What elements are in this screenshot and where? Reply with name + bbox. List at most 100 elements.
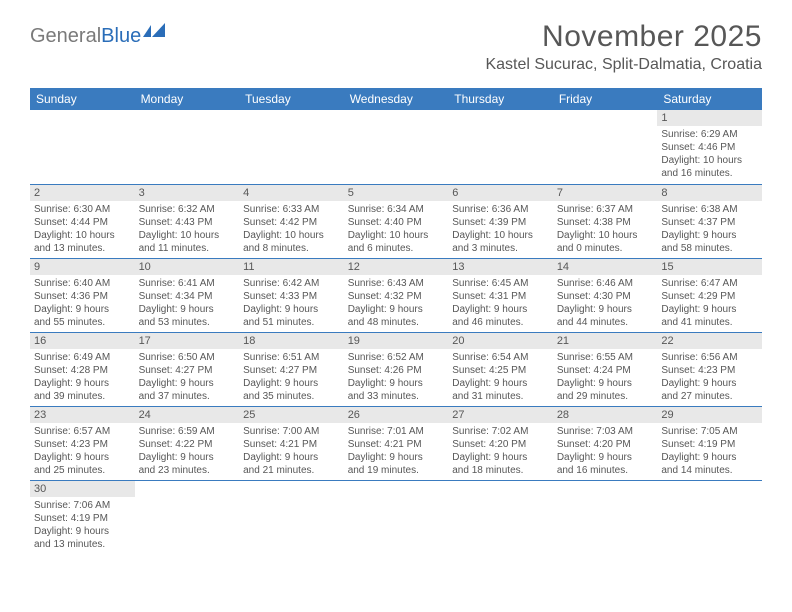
- day-data-line: and 6 minutes.: [348, 242, 445, 255]
- day-data-line: Daylight: 9 hours: [34, 451, 131, 464]
- day-data: Sunrise: 6:30 AMSunset: 4:44 PMDaylight:…: [30, 201, 135, 258]
- day-data-line: Sunrise: 6:47 AM: [661, 277, 758, 290]
- day-number: 16: [30, 333, 135, 349]
- day-cell: 15Sunrise: 6:47 AMSunset: 4:29 PMDayligh…: [657, 258, 762, 332]
- day-data-line: Sunrise: 6:50 AM: [139, 351, 236, 364]
- day-data-line: and 53 minutes.: [139, 316, 236, 329]
- day-data-line: Daylight: 10 hours: [34, 229, 131, 242]
- day-data-line: Daylight: 9 hours: [243, 451, 340, 464]
- day-data-line: Sunset: 4:32 PM: [348, 290, 445, 303]
- day-number: 11: [239, 259, 344, 275]
- day-data-line: and 3 minutes.: [452, 242, 549, 255]
- day-data-line: Sunset: 4:39 PM: [452, 216, 549, 229]
- day-cell: 7Sunrise: 6:37 AMSunset: 4:38 PMDaylight…: [553, 184, 658, 258]
- day-data-line: Daylight: 9 hours: [34, 303, 131, 316]
- day-cell: 11Sunrise: 6:42 AMSunset: 4:33 PMDayligh…: [239, 258, 344, 332]
- flag-icon: [143, 21, 169, 44]
- day-cell: 23 Sunrise: 6:57 AMSunset: 4:23 PMDayligh…: [30, 406, 135, 480]
- day-number: 27: [448, 407, 553, 423]
- day-data-line: Sunset: 4:22 PM: [139, 438, 236, 451]
- day-data-line: Daylight: 9 hours: [557, 303, 654, 316]
- week-row: 30Sunrise: 7:06 AMSunset: 4:19 PMDayligh…: [30, 480, 762, 554]
- day-data: Sunrise: 6:59 AMSunset: 4:22 PMDaylight:…: [135, 423, 240, 480]
- day-data-line: Sunset: 4:28 PM: [34, 364, 131, 377]
- logo-part2: Blue: [101, 25, 141, 47]
- day-number: 21: [553, 333, 658, 349]
- day-number: 29: [657, 407, 762, 423]
- day-cell: 9Sunrise: 6:40 AMSunset: 4:36 PMDaylight…: [30, 258, 135, 332]
- day-data-line: Sunset: 4:25 PM: [452, 364, 549, 377]
- day-data-line: Daylight: 10 hours: [557, 229, 654, 242]
- day-data-line: Daylight: 9 hours: [34, 525, 131, 538]
- empty-cell: [135, 480, 240, 554]
- day-data-line: Sunrise: 6:29 AM: [661, 128, 758, 141]
- day-data: Sunrise: 6:29 AMSunset: 4:46 PMDaylight:…: [657, 126, 762, 183]
- day-data: Sunrise: 6:37 AMSunset: 4:38 PMDaylight:…: [553, 201, 658, 258]
- day-number: 17: [135, 333, 240, 349]
- day-data-line: Daylight: 9 hours: [243, 377, 340, 390]
- day-data: Sunrise: 7:03 AMSunset: 4:20 PMDaylight:…: [553, 423, 658, 480]
- day-number: 23: [30, 407, 135, 423]
- day-number: 1: [657, 110, 762, 126]
- day-data-line: Sunrise: 6:59 AM: [139, 425, 236, 438]
- day-data-line: Sunrise: 6:46 AM: [557, 277, 654, 290]
- week-row: 23Sunrise: 6:57 AMSunset: 4:23 PMDayligh…: [30, 406, 762, 480]
- day-data-line: Sunrise: 6:40 AM: [34, 277, 131, 290]
- day-data-line: and 55 minutes.: [34, 316, 131, 329]
- day-data-line: Daylight: 9 hours: [452, 451, 549, 464]
- day-data-line: Sunrise: 6:32 AM: [139, 203, 236, 216]
- day-number: 10: [135, 259, 240, 275]
- title-block: November 2025 Kastel Sucurac, Split-Dalm…: [485, 20, 762, 74]
- day-data-line: Daylight: 9 hours: [243, 303, 340, 316]
- day-data-line: and 11 minutes.: [139, 242, 236, 255]
- day-cell: 29Sunrise: 7:05 AMSunset: 4:19 PMDayligh…: [657, 406, 762, 480]
- day-data: Sunrise: 7:02 AMSunset: 4:20 PMDaylight:…: [448, 423, 553, 480]
- day-data-line: Daylight: 9 hours: [139, 451, 236, 464]
- week-row: 9Sunrise: 6:40 AMSunset: 4:36 PMDaylight…: [30, 258, 762, 332]
- day-data: Sunrise: 7:00 AMSunset: 4:21 PMDaylight:…: [239, 423, 344, 480]
- day-data-line: and 16 minutes.: [557, 464, 654, 477]
- header: GeneralBlue November 2025 Kastel Sucurac…: [0, 0, 792, 82]
- day-data: Sunrise: 6:42 AMSunset: 4:33 PMDaylight:…: [239, 275, 344, 332]
- day-data-line: Sunrise: 6:41 AM: [139, 277, 236, 290]
- day-data-line: Daylight: 9 hours: [661, 377, 758, 390]
- week-row: 16Sunrise: 6:49 AMSunset: 4:28 PMDayligh…: [30, 332, 762, 406]
- day-data-line: and 14 minutes.: [661, 464, 758, 477]
- day-data: Sunrise: 6:43 AMSunset: 4:32 PMDaylight:…: [344, 275, 449, 332]
- day-cell: 25Sunrise: 7:00 AMSunset: 4:21 PMDayligh…: [239, 406, 344, 480]
- day-data: Sunrise: 6:50 AMSunset: 4:27 PMDaylight:…: [135, 349, 240, 406]
- day-cell: 3Sunrise: 6:32 AMSunset: 4:43 PMDaylight…: [135, 184, 240, 258]
- logo-part1: General: [30, 25, 101, 47]
- day-data-line: Sunrise: 7:02 AM: [452, 425, 549, 438]
- day-data-line: Sunrise: 6:36 AM: [452, 203, 549, 216]
- day-data-line: Sunrise: 6:57 AM: [34, 425, 131, 438]
- day-data: Sunrise: 6:34 AMSunset: 4:40 PMDaylight:…: [344, 201, 449, 258]
- day-data-line: Sunset: 4:36 PM: [34, 290, 131, 303]
- day-cell: 12Sunrise: 6:43 AMSunset: 4:32 PMDayligh…: [344, 258, 449, 332]
- day-data-line: Daylight: 10 hours: [452, 229, 549, 242]
- day-header: Monday: [135, 88, 240, 110]
- day-cell: 18Sunrise: 6:51 AMSunset: 4:27 PMDayligh…: [239, 332, 344, 406]
- day-data-line: and 13 minutes.: [34, 242, 131, 255]
- day-data-line: Sunset: 4:46 PM: [661, 141, 758, 154]
- day-cell: 6Sunrise: 6:36 AMSunset: 4:39 PMDaylight…: [448, 184, 553, 258]
- empty-cell: [135, 110, 240, 184]
- day-data-line: Sunset: 4:38 PM: [557, 216, 654, 229]
- day-header: Saturday: [657, 88, 762, 110]
- day-data-line: Daylight: 9 hours: [557, 377, 654, 390]
- day-data-line: Sunrise: 6:54 AM: [452, 351, 549, 364]
- day-data-line: Sunset: 4:34 PM: [139, 290, 236, 303]
- day-header: Sunday: [30, 88, 135, 110]
- day-data: Sunrise: 6:49 AMSunset: 4:28 PMDaylight:…: [30, 349, 135, 406]
- day-data-line: Sunset: 4:29 PM: [661, 290, 758, 303]
- day-data-line: and 23 minutes.: [139, 464, 236, 477]
- day-data: Sunrise: 6:38 AMSunset: 4:37 PMDaylight:…: [657, 201, 762, 258]
- day-data-line: Sunset: 4:23 PM: [34, 438, 131, 451]
- day-number: 15: [657, 259, 762, 275]
- day-cell: 27Sunrise: 7:02 AMSunset: 4:20 PMDayligh…: [448, 406, 553, 480]
- day-data-line: Sunrise: 7:03 AM: [557, 425, 654, 438]
- day-number: 28: [553, 407, 658, 423]
- day-cell: 20Sunrise: 6:54 AMSunset: 4:25 PMDayligh…: [448, 332, 553, 406]
- day-header: Wednesday: [344, 88, 449, 110]
- day-number: 19: [344, 333, 449, 349]
